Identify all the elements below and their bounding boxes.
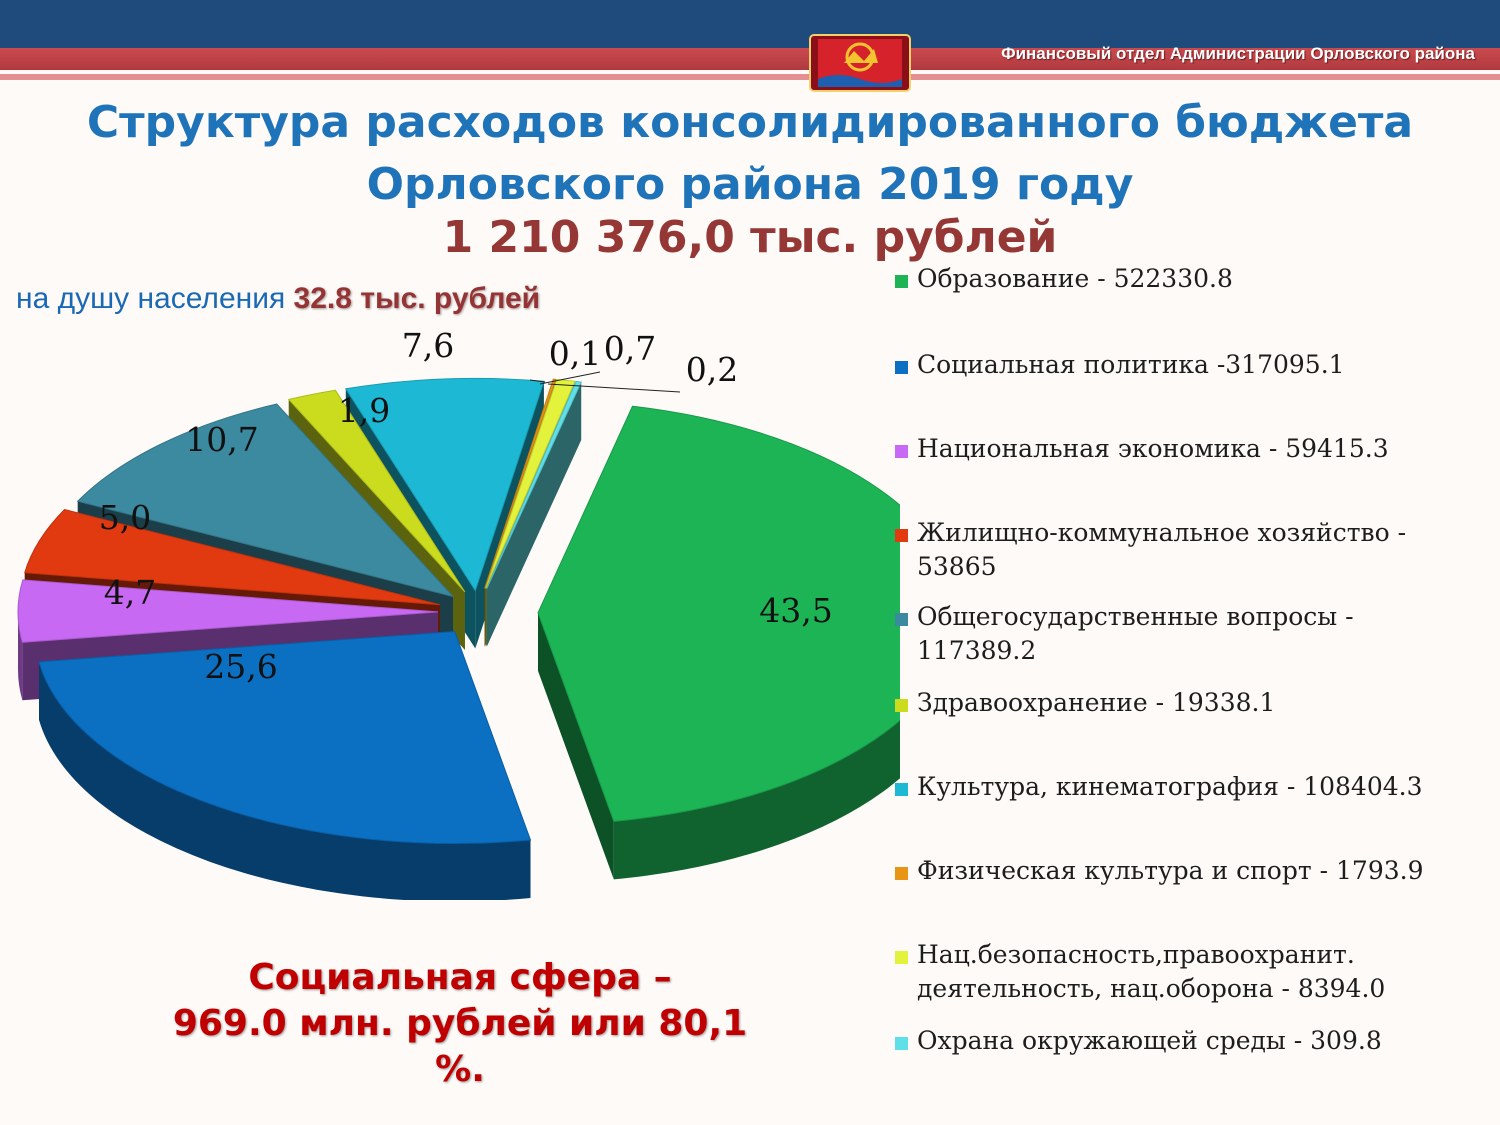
- pie-slice-top: [38, 630, 532, 844]
- pie-slice-wall: [537, 612, 614, 880]
- legend-swatch: [895, 529, 908, 542]
- pie-slice-top: [24, 508, 441, 606]
- legend-swatch: [895, 783, 908, 796]
- legend-label: Культура, кинематография - 108404.3: [917, 772, 1423, 801]
- legend-swatch: [895, 613, 908, 626]
- legend-label: Охрана окружающей среды - 309.8: [917, 1026, 1382, 1055]
- pie-slice: [38, 630, 532, 900]
- leader-line: [529, 379, 546, 383]
- legend-label: Жилищно-коммунальное хозяйство - 53865: [917, 518, 1407, 581]
- legend-label: Физическая культура и спорт - 1793.9: [917, 856, 1424, 885]
- legend-swatch: [895, 275, 908, 288]
- legend-item: Образование - 522330.8: [895, 262, 1475, 296]
- legend-label: Нац.безопасность,правоохранит. деятельно…: [917, 940, 1386, 1003]
- legend-swatch: [895, 361, 908, 374]
- legend-item: Социальная политика -317095.1: [895, 348, 1475, 382]
- data-label: 5,0: [99, 498, 151, 537]
- per-capita-value: 32.8 тыс. рублей: [293, 282, 541, 315]
- pie-slice: [537, 405, 900, 880]
- page-title: Структура расходов консолидированного бю…: [0, 92, 1500, 216]
- legend-label: Социальная политика -317095.1: [917, 350, 1345, 379]
- pie-slice-rim: [18, 611, 23, 701]
- data-label: 10,7: [185, 420, 258, 459]
- social-line-2: 969.0 млн. рублей или 80,1 %.: [172, 1003, 748, 1090]
- legend-swatch: [895, 699, 908, 712]
- pie-chart: 43,5 25,6 4,7 5,0 10,7 1,9 7,6 0,1 0,7 0,2: [17, 326, 900, 900]
- legend-swatch: [895, 867, 908, 880]
- social-line-1: Социальная сфера –: [248, 957, 672, 998]
- per-capita-label: на душу населения: [16, 282, 294, 315]
- header-bar: [0, 0, 1500, 48]
- social-sphere-note: Социальная сфера – 969.0 млн. рублей или…: [150, 955, 770, 1093]
- pie-slice-top: [17, 579, 439, 643]
- legend-swatch: [895, 445, 908, 458]
- total-amount: 1 210 376,0 тыс. рублей: [442, 212, 1058, 263]
- legend-item: Общегосударственные вопросы - 117389.2: [895, 600, 1475, 668]
- title-line-2: Орловского района 2019 году: [366, 159, 1134, 210]
- pie-slice-rim: [613, 720, 900, 880]
- pie-slice-top: [537, 405, 900, 822]
- leader-line: [547, 383, 681, 393]
- header-stripe-thin: [0, 74, 1500, 80]
- district-emblem-logo: [809, 34, 911, 92]
- legend-item: Нац.безопасность,правоохранит. деятельно…: [895, 938, 1475, 1006]
- header-stripe: [0, 48, 1500, 70]
- data-label: 1,9: [338, 391, 390, 430]
- data-label: 43,5: [759, 591, 832, 630]
- legend-item: Культура, кинематография - 108404.3: [895, 770, 1475, 804]
- legend-label: Общегосударственные вопросы - 117389.2: [917, 602, 1354, 665]
- data-label: 0,1: [549, 334, 601, 373]
- data-label: 4,7: [104, 573, 156, 612]
- pie-slice-top: [484, 378, 557, 589]
- data-label: 25,6: [204, 647, 277, 686]
- legend-swatch: [895, 1037, 908, 1050]
- pie-slice-top: [485, 378, 576, 589]
- leader-line: [539, 371, 601, 385]
- legend-item: Жилищно-коммунальное хозяйство - 53865: [895, 516, 1475, 584]
- per-capita-line: на душу населения 32.8 тыс. рублей: [16, 282, 540, 316]
- pie-slice: [486, 380, 582, 647]
- legend-item: Национальная экономика - 59415.3: [895, 432, 1475, 466]
- pie-slice-top: [76, 403, 455, 598]
- legend-item: Охрана окружающей среды - 309.8: [895, 1024, 1475, 1058]
- legend-label: Образование - 522330.8: [917, 264, 1233, 293]
- data-label: 0,2: [686, 350, 738, 389]
- legend-item: Здравоохранение - 19338.1: [895, 686, 1475, 720]
- pie-slice-top: [287, 389, 466, 593]
- pie-slice-wall: [486, 382, 582, 647]
- organization-name: Финансовый отдел Администрации Орловског…: [1001, 44, 1475, 63]
- legend-swatch: [895, 951, 908, 964]
- legend-label: Национальная экономика - 59415.3: [917, 434, 1389, 463]
- legend-label: Здравоохранение - 19338.1: [917, 688, 1276, 717]
- data-label: 0,7: [604, 329, 656, 368]
- pie-slice-rim: [39, 661, 531, 900]
- legend-item: Физическая культура и спорт - 1793.9: [895, 854, 1475, 888]
- data-label: 7,6: [402, 326, 454, 365]
- title-line-1: Структура расходов консолидированного бю…: [86, 97, 1414, 148]
- pie-slice-top: [486, 380, 582, 589]
